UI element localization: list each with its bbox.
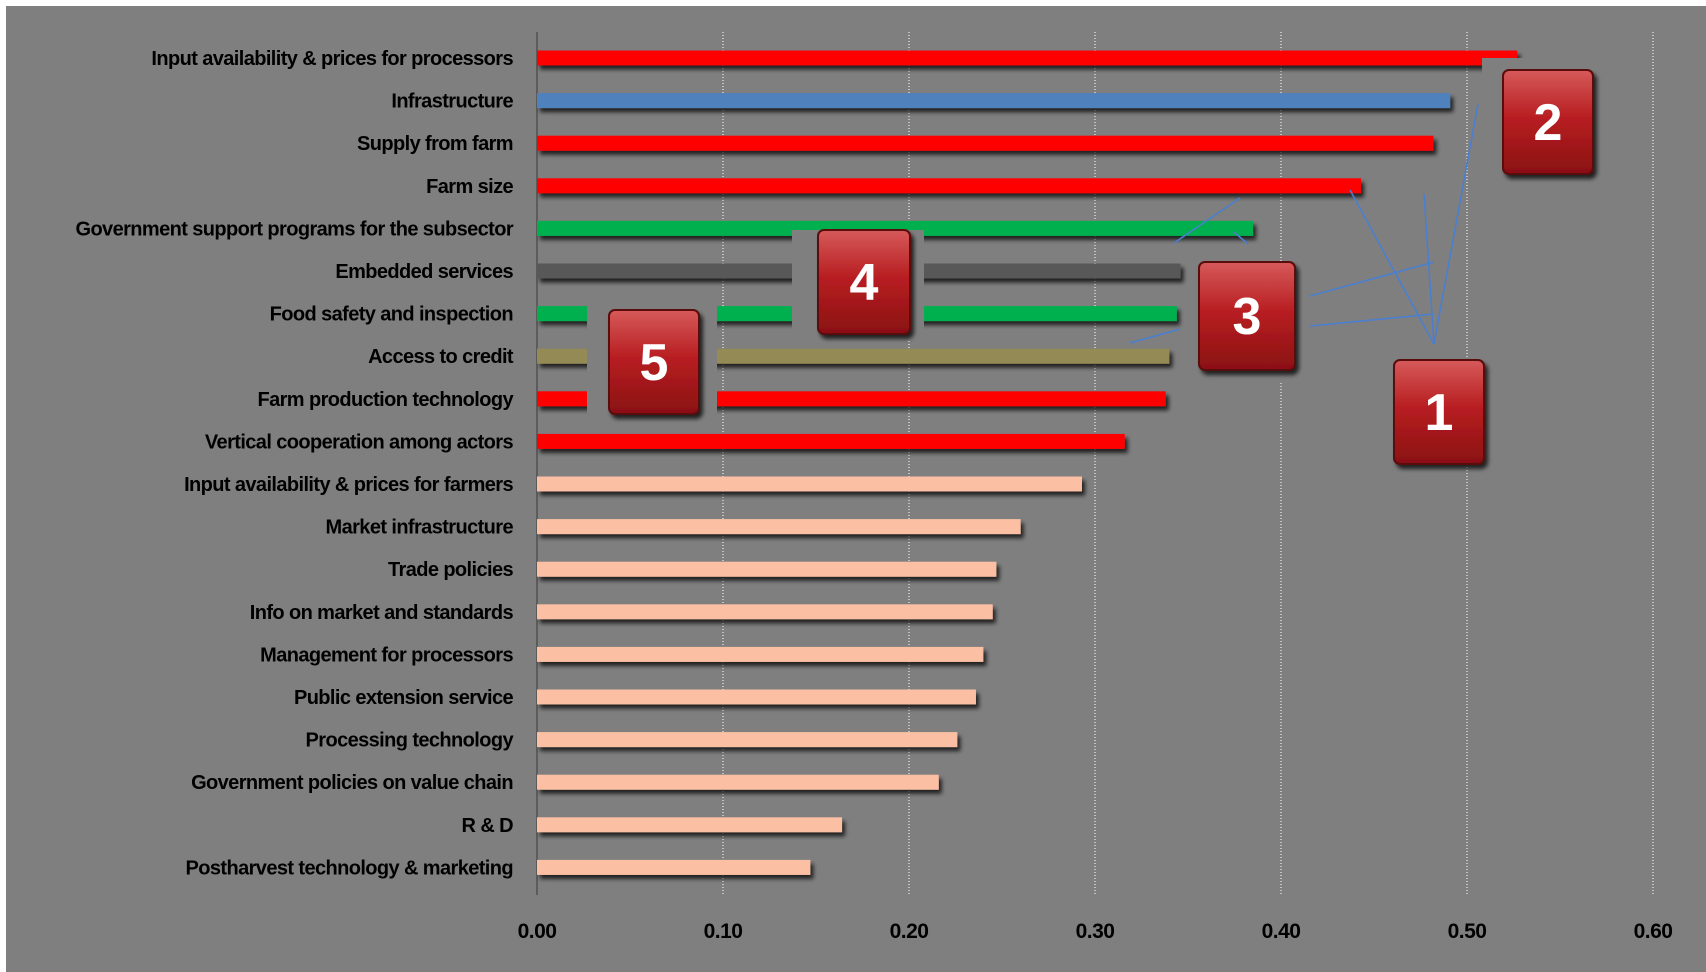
callout-arrow <box>1433 103 1479 345</box>
callout-badge <box>817 229 911 335</box>
x-tick-label: 0.60 <box>1634 920 1673 943</box>
callout-arrow <box>1423 193 1435 345</box>
x-tick-label: 0.40 <box>1262 920 1301 943</box>
callout-badge <box>1198 261 1296 371</box>
x-tick-label: 0.00 <box>518 920 557 943</box>
category-label: Input availability & prices for farmers <box>184 474 513 496</box>
x-tick-label: 0.10 <box>704 920 743 943</box>
category-label: Management for processors <box>260 644 513 666</box>
x-tick-label: 0.30 <box>1076 920 1115 943</box>
callout-arrow <box>1309 261 1435 297</box>
category-label: Trade policies <box>388 559 513 581</box>
bar <box>537 732 958 748</box>
bar <box>537 178 1361 194</box>
bar <box>537 859 811 875</box>
callout-arrow <box>1173 197 1241 244</box>
bar <box>537 476 1082 492</box>
category-label: Processing technology <box>306 730 515 752</box>
category-label: Access to credit <box>368 346 514 368</box>
category-label: Vertical cooperation among actors <box>205 431 514 453</box>
bar <box>537 433 1125 449</box>
category-label: Postharvest technology & marketing <box>186 857 513 879</box>
bar <box>537 519 1021 535</box>
category-label: Market infrastructure <box>326 517 514 539</box>
callout-badge <box>1393 359 1485 465</box>
callout-arrow <box>1349 189 1435 345</box>
callout-arrow <box>1233 231 1249 245</box>
category-label: Government support programs for the subs… <box>75 218 513 240</box>
bar <box>537 93 1451 109</box>
category-label: Farm size <box>426 176 513 198</box>
category-label: Government policies on value chain <box>191 772 513 794</box>
callout-badge-label: 5 <box>640 334 669 392</box>
category-label: Food safety and inspection <box>270 304 513 326</box>
callout-badge-label: 2 <box>1534 94 1563 152</box>
bar <box>537 604 993 620</box>
callout-badge-label: 1 <box>1425 384 1454 442</box>
bar <box>537 817 843 833</box>
bar <box>537 220 1254 236</box>
bar <box>537 135 1434 151</box>
category-label: Info on market and standards <box>250 602 514 624</box>
bar <box>537 50 1518 66</box>
category-label: Farm production technology <box>257 389 514 411</box>
callout-arrow <box>1309 313 1435 327</box>
callout-badge-label: 3 <box>1233 288 1262 346</box>
bar <box>537 774 939 790</box>
category-label: Infrastructure <box>391 91 513 113</box>
callout-badge-label: 4 <box>850 254 879 312</box>
category-label: R & D <box>462 815 514 837</box>
category-label: Supply from farm <box>357 133 513 155</box>
category-label: Public extension service <box>294 687 514 709</box>
category-label: Embedded services <box>335 261 513 283</box>
category-label: Input availability & prices for processo… <box>151 48 513 70</box>
bar <box>537 646 984 662</box>
callout-badge <box>1502 69 1594 175</box>
callout-arrow <box>1129 328 1181 344</box>
bar <box>537 689 976 705</box>
callout-badge <box>608 309 700 415</box>
bar <box>537 561 997 577</box>
x-tick-label: 0.20 <box>890 920 929 943</box>
x-tick-label: 0.50 <box>1448 920 1487 943</box>
